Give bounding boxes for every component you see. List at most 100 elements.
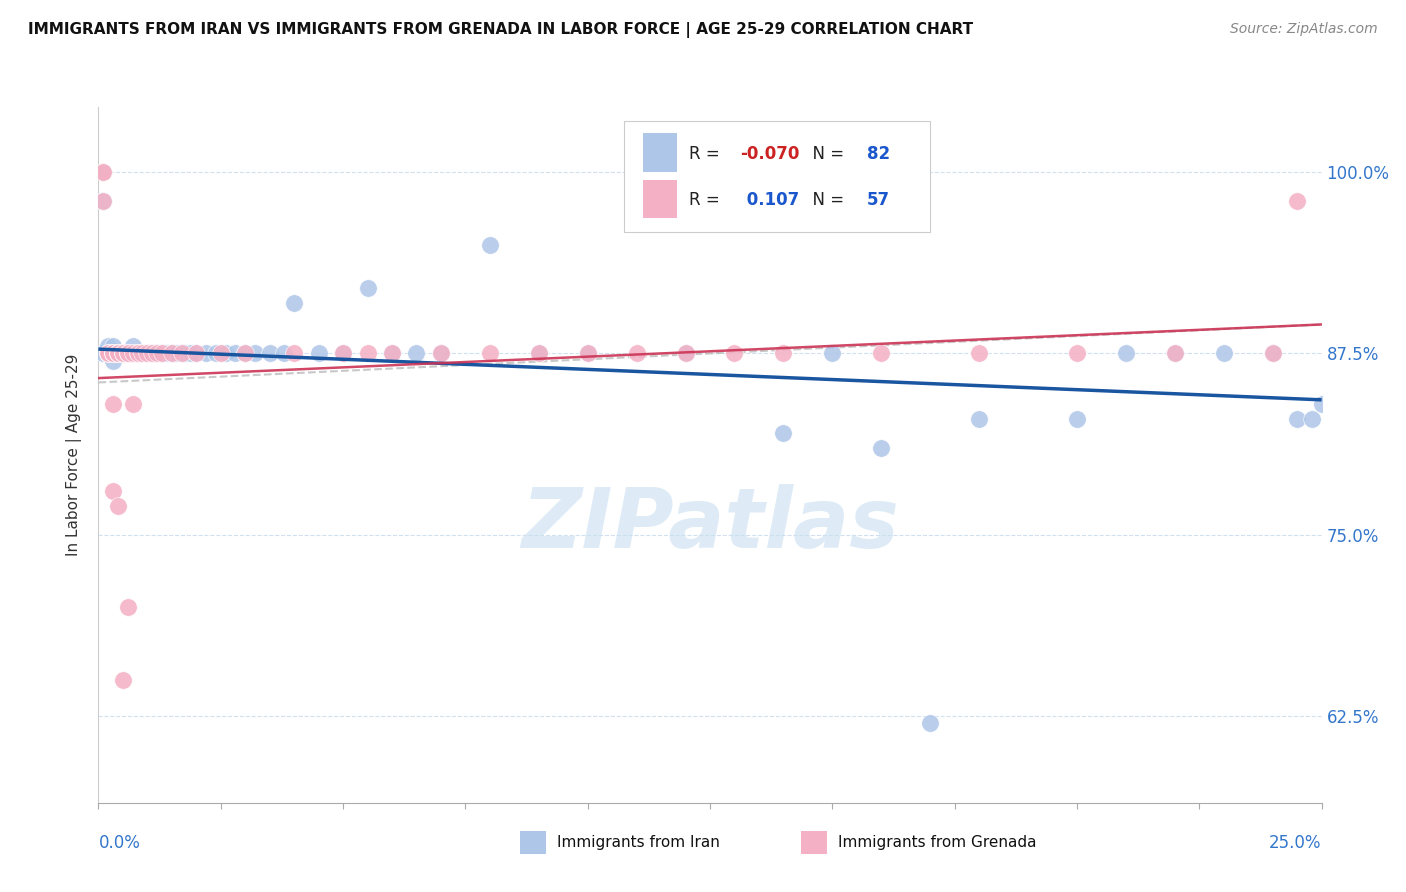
- Point: [107, 346, 129, 360]
- Point: [870, 346, 893, 360]
- Point: [283, 346, 305, 360]
- Point: [131, 346, 153, 360]
- Text: -0.070: -0.070: [741, 145, 800, 162]
- Point: [136, 346, 159, 360]
- Point: [870, 441, 893, 455]
- Point: [1286, 194, 1309, 209]
- Point: [160, 346, 183, 360]
- Text: N =: N =: [801, 191, 849, 209]
- Point: [233, 346, 256, 360]
- Point: [308, 346, 330, 360]
- Point: [166, 346, 188, 360]
- Point: [121, 397, 143, 411]
- Point: [121, 346, 143, 360]
- Point: [91, 165, 114, 179]
- Point: [1310, 397, 1333, 411]
- Point: [772, 346, 794, 360]
- Point: [626, 346, 648, 360]
- Point: [111, 346, 134, 360]
- Point: [107, 346, 129, 360]
- Text: R =: R =: [689, 145, 725, 162]
- Point: [675, 346, 697, 360]
- Point: [107, 346, 129, 360]
- Point: [150, 346, 173, 360]
- Point: [381, 346, 404, 360]
- Point: [117, 346, 139, 360]
- Point: [1212, 346, 1234, 360]
- Point: [723, 346, 745, 360]
- Point: [101, 346, 124, 360]
- Point: [91, 194, 114, 209]
- Point: [160, 346, 183, 360]
- Point: [146, 346, 169, 360]
- Point: [101, 339, 124, 353]
- Point: [170, 346, 193, 360]
- Point: [101, 353, 124, 368]
- Point: [150, 346, 173, 360]
- Point: [259, 346, 281, 360]
- Point: [136, 346, 159, 360]
- Text: 82: 82: [866, 145, 890, 162]
- Point: [127, 346, 149, 360]
- Point: [101, 346, 124, 360]
- Point: [101, 346, 124, 360]
- Point: [478, 346, 501, 360]
- Point: [107, 346, 129, 360]
- Point: [141, 346, 163, 360]
- Point: [478, 237, 501, 252]
- Text: 25.0%: 25.0%: [1270, 834, 1322, 852]
- Point: [1286, 411, 1309, 425]
- Text: ZIPatlas: ZIPatlas: [522, 484, 898, 565]
- Text: 0.107: 0.107: [741, 191, 799, 209]
- Point: [91, 346, 114, 360]
- FancyBboxPatch shape: [624, 121, 931, 232]
- Point: [920, 716, 942, 731]
- Text: R =: R =: [689, 191, 725, 209]
- Point: [150, 346, 173, 360]
- Point: [107, 346, 129, 360]
- Point: [97, 346, 120, 360]
- Point: [117, 346, 139, 360]
- Point: [111, 346, 134, 360]
- Point: [1301, 411, 1323, 425]
- Point: [224, 346, 246, 360]
- Point: [101, 484, 124, 499]
- Point: [97, 346, 120, 360]
- Point: [186, 346, 208, 360]
- Point: [111, 346, 134, 360]
- Point: [156, 346, 179, 360]
- Point: [117, 346, 139, 360]
- Point: [107, 346, 129, 360]
- Point: [527, 346, 550, 360]
- Point: [97, 346, 120, 360]
- Point: [91, 165, 114, 179]
- Point: [141, 346, 163, 360]
- Point: [967, 346, 990, 360]
- Point: [1164, 346, 1187, 360]
- Text: 57: 57: [866, 191, 890, 209]
- Point: [97, 339, 120, 353]
- Point: [141, 346, 163, 360]
- Point: [121, 339, 143, 353]
- Point: [91, 194, 114, 209]
- Point: [356, 346, 378, 360]
- Point: [146, 346, 169, 360]
- Text: 0.0%: 0.0%: [98, 834, 141, 852]
- Point: [101, 346, 124, 360]
- Point: [675, 346, 697, 360]
- Point: [117, 346, 139, 360]
- Point: [180, 346, 202, 360]
- Point: [821, 346, 844, 360]
- Text: IMMIGRANTS FROM IRAN VS IMMIGRANTS FROM GRENADA IN LABOR FORCE | AGE 25-29 CORRE: IMMIGRANTS FROM IRAN VS IMMIGRANTS FROM …: [28, 22, 973, 38]
- Point: [111, 346, 134, 360]
- Point: [117, 346, 139, 360]
- Bar: [643, 180, 678, 219]
- Point: [111, 673, 134, 687]
- Point: [136, 346, 159, 360]
- Point: [91, 165, 114, 179]
- Point: [146, 346, 169, 360]
- Point: [195, 346, 218, 360]
- Point: [1261, 346, 1284, 360]
- Point: [101, 346, 124, 360]
- Point: [97, 346, 120, 360]
